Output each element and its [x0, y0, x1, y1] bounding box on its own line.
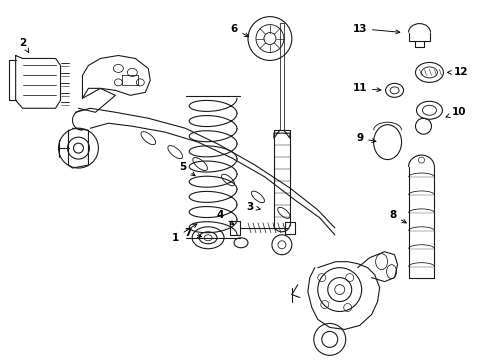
Text: 12: 12: [447, 67, 468, 77]
Text: 5: 5: [179, 162, 195, 176]
Text: 7: 7: [184, 228, 201, 238]
Text: 8: 8: [388, 210, 406, 223]
Text: 3: 3: [246, 202, 260, 212]
Text: 11: 11: [352, 84, 380, 93]
Text: 4: 4: [216, 210, 233, 225]
Text: 2: 2: [19, 37, 29, 53]
Text: 13: 13: [352, 24, 399, 34]
Text: 1: 1: [171, 224, 197, 243]
Text: 10: 10: [445, 107, 466, 117]
Text: 9: 9: [355, 133, 375, 143]
Text: 6: 6: [230, 24, 248, 37]
